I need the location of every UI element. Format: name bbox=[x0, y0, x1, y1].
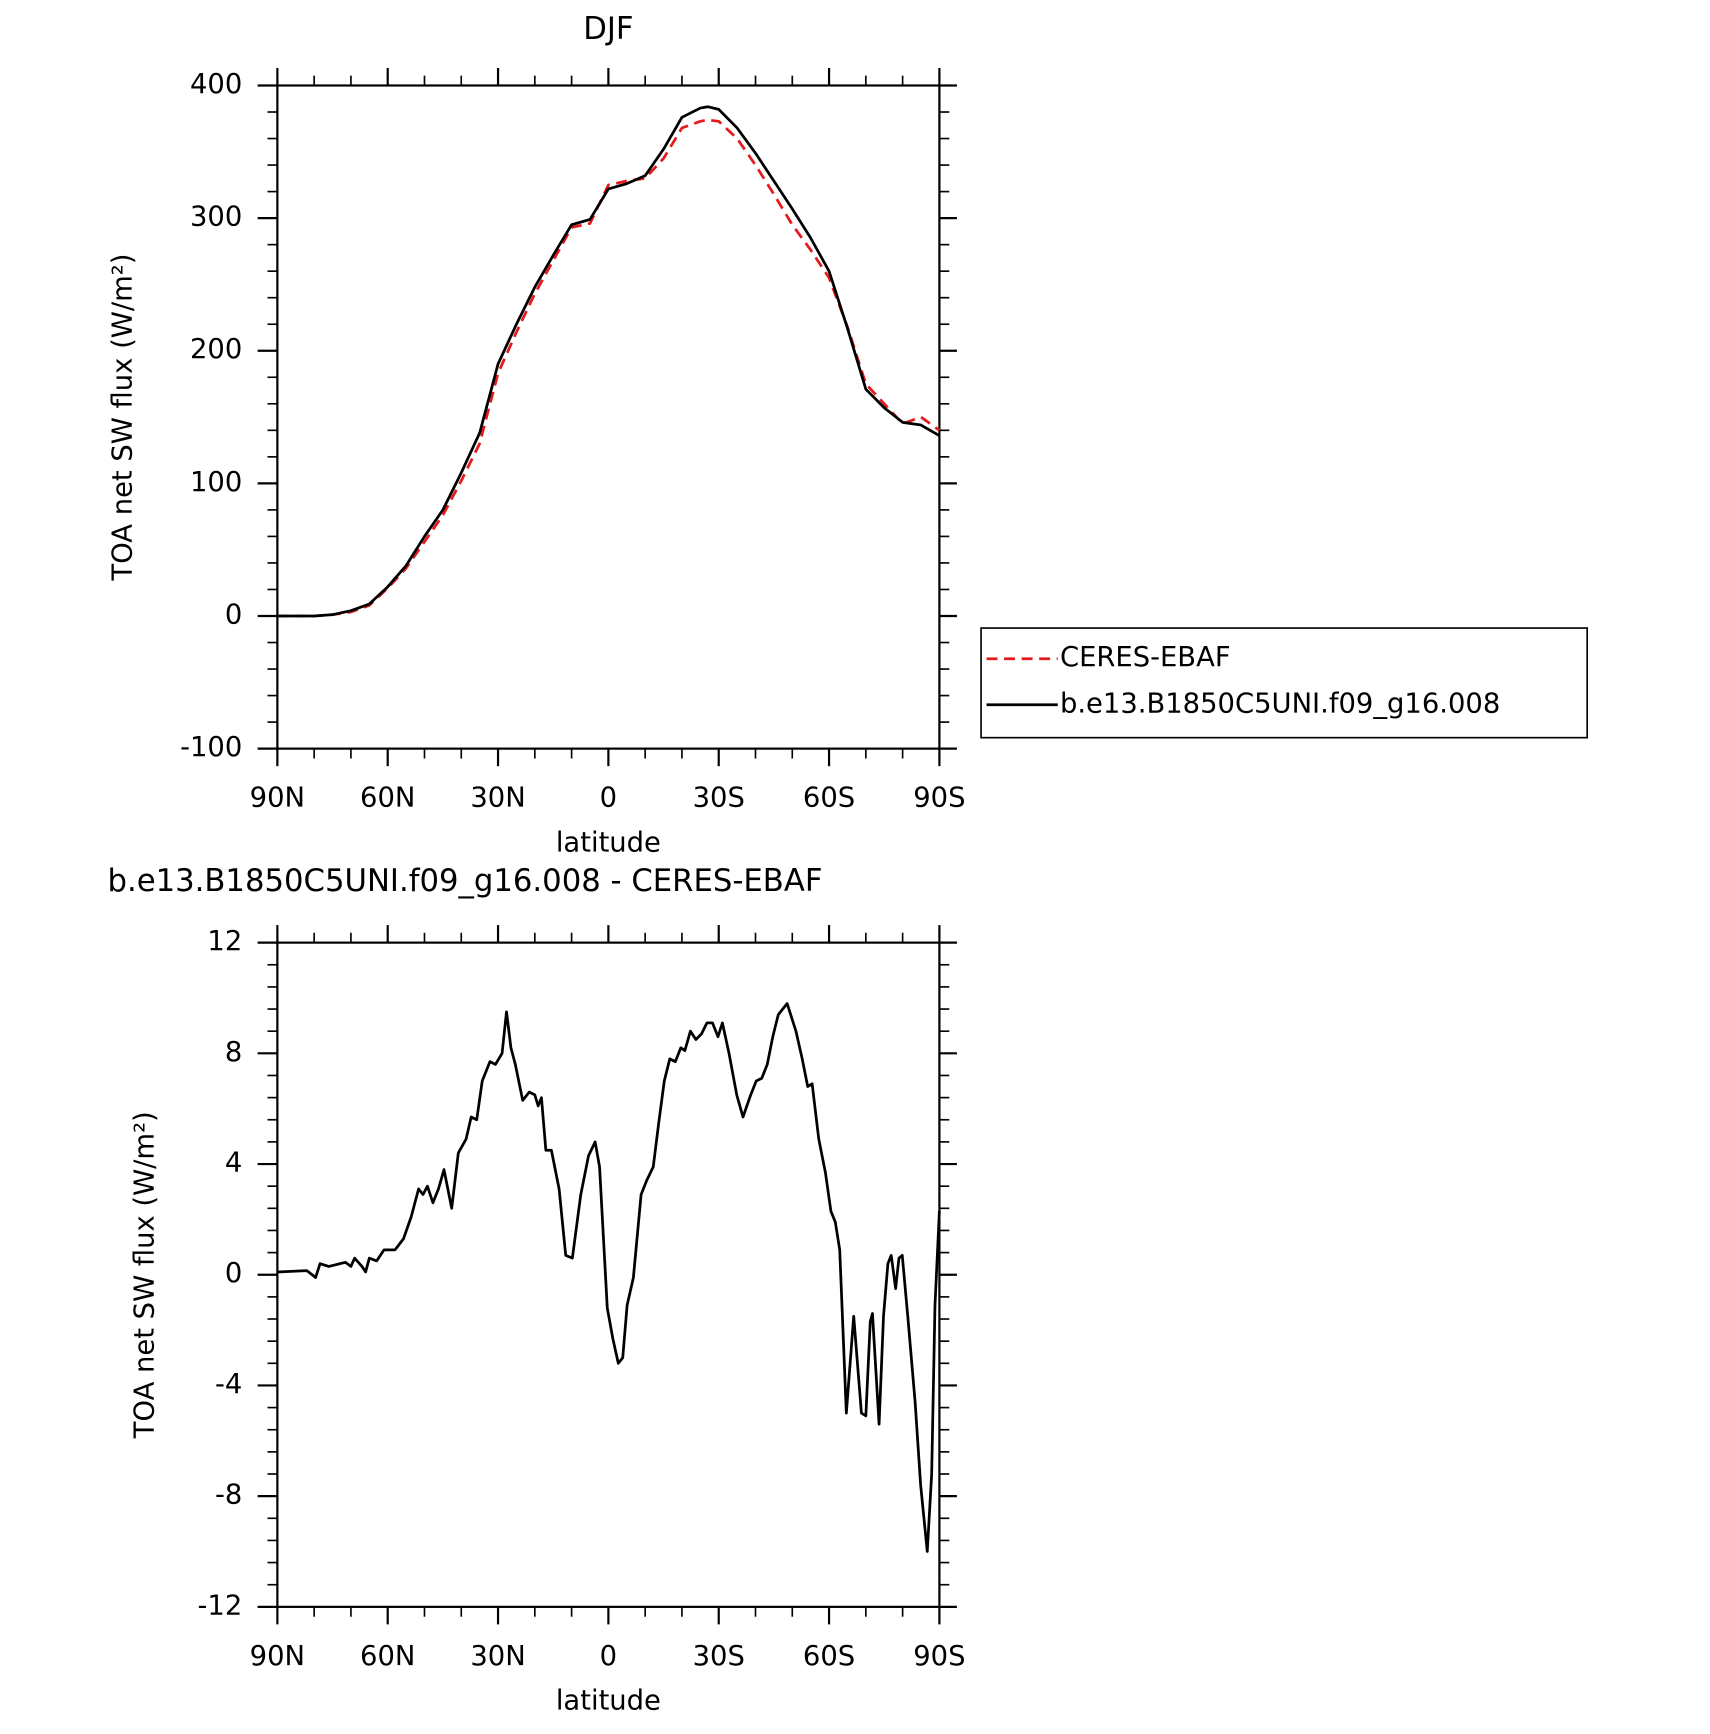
x-tick-label: 30N bbox=[470, 1641, 525, 1672]
x-tick-label: 60N bbox=[360, 1641, 415, 1672]
legend-label: b.e13.B1850C5UNI.f09_g16.008 bbox=[1060, 688, 1500, 719]
data-line bbox=[277, 1002, 941, 1553]
x-tick-label: 90N bbox=[250, 783, 305, 814]
x-axis-label: latitude bbox=[556, 827, 661, 858]
legend-box bbox=[980, 627, 1589, 739]
y-tick-label: -8 bbox=[215, 1480, 242, 1511]
x-tick-label: 60N bbox=[360, 783, 415, 814]
y-tick-label: 300 bbox=[190, 202, 242, 233]
x-tick-label: 90N bbox=[250, 1641, 305, 1672]
y-tick-label: 100 bbox=[190, 467, 242, 498]
x-axis-label: latitude bbox=[556, 1686, 661, 1717]
x-tick-label: 0 bbox=[600, 783, 617, 814]
x-tick-label: 30S bbox=[693, 783, 745, 814]
data-line bbox=[277, 105, 941, 618]
x-tick-label: 30S bbox=[693, 1641, 745, 1672]
y-tick-label: 8 bbox=[225, 1037, 242, 1068]
chart-title: DJF bbox=[583, 12, 633, 47]
y-tick-label: -4 bbox=[215, 1369, 242, 1400]
y-tick-label: -100 bbox=[180, 732, 242, 763]
y-tick-label: 200 bbox=[190, 334, 242, 365]
y-axis-label: TOA net SW flux (W/m²) bbox=[129, 1111, 160, 1439]
y-tick-label: 0 bbox=[225, 599, 242, 630]
x-tick-label: 60S bbox=[803, 783, 855, 814]
data-line bbox=[277, 118, 941, 618]
y-tick-label: 12 bbox=[207, 926, 242, 957]
y-axis-label: TOA net SW flux (W/m²) bbox=[107, 254, 138, 582]
y-tick-label: 0 bbox=[225, 1258, 242, 1289]
x-tick-label: 0 bbox=[600, 1641, 617, 1672]
x-tick-label: 90S bbox=[913, 783, 965, 814]
legend-label: CERES-EBAF bbox=[1060, 642, 1231, 673]
x-tick-label: 30N bbox=[470, 783, 525, 814]
y-tick-label: 400 bbox=[190, 69, 242, 100]
x-tick-label: 90S bbox=[913, 1641, 965, 1672]
chart-title: b.e13.B1850C5UNI.f09_g16.008 - CERES-EBA… bbox=[107, 864, 822, 899]
y-tick-label: -12 bbox=[198, 1590, 243, 1621]
y-tick-label: 4 bbox=[225, 1148, 242, 1179]
x-tick-label: 60S bbox=[803, 1641, 855, 1672]
